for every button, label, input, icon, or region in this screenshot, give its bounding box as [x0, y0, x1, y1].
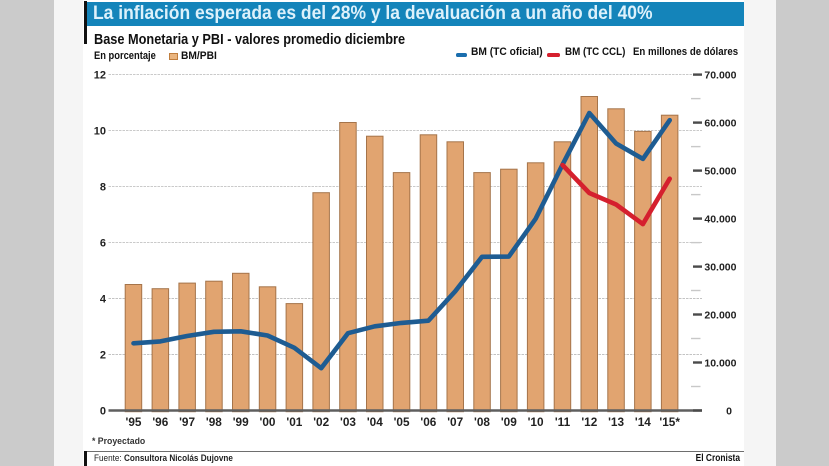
svg-text:0: 0	[100, 406, 106, 418]
svg-text:12: 12	[94, 70, 106, 82]
svg-text:'15*: '15*	[659, 415, 680, 429]
svg-text:'07: '07	[447, 415, 463, 429]
svg-text:'98: '98	[206, 415, 222, 429]
svg-text:'09: '09	[501, 415, 517, 429]
svg-text:'08: '08	[474, 415, 490, 429]
svg-text:'10: '10	[528, 415, 544, 429]
svg-text:'03: '03	[340, 415, 356, 429]
svg-text:'96: '96	[152, 415, 168, 429]
svg-text:'95: '95	[126, 415, 142, 429]
svg-text:30.000: 30.000	[704, 261, 736, 273]
svg-text:'13: '13	[608, 415, 624, 429]
svg-text:'02: '02	[313, 415, 329, 429]
svg-text:'11: '11	[555, 415, 571, 429]
svg-text:'99: '99	[233, 415, 249, 429]
svg-text:40.000: 40.000	[704, 213, 736, 225]
svg-text:10: 10	[94, 126, 106, 138]
svg-text:'05: '05	[394, 415, 410, 429]
svg-text:'00: '00	[260, 415, 276, 429]
svg-text:8: 8	[100, 182, 106, 194]
svg-text:'14: '14	[635, 415, 651, 429]
svg-text:2: 2	[100, 350, 106, 362]
svg-text:6: 6	[100, 238, 106, 250]
svg-text:20.000: 20.000	[704, 309, 736, 321]
svg-text:'01: '01	[286, 415, 302, 429]
svg-text:60.000: 60.000	[704, 117, 736, 129]
svg-text:'06: '06	[420, 415, 436, 429]
svg-text:'04: '04	[367, 415, 383, 429]
svg-text:10.000: 10.000	[704, 357, 736, 369]
svg-text:50.000: 50.000	[704, 165, 736, 177]
svg-text:'97: '97	[179, 415, 195, 429]
svg-text:0: 0	[726, 405, 732, 417]
svg-text:'12: '12	[581, 415, 597, 429]
svg-text:4: 4	[100, 294, 107, 306]
svg-text:70.000: 70.000	[704, 69, 736, 81]
